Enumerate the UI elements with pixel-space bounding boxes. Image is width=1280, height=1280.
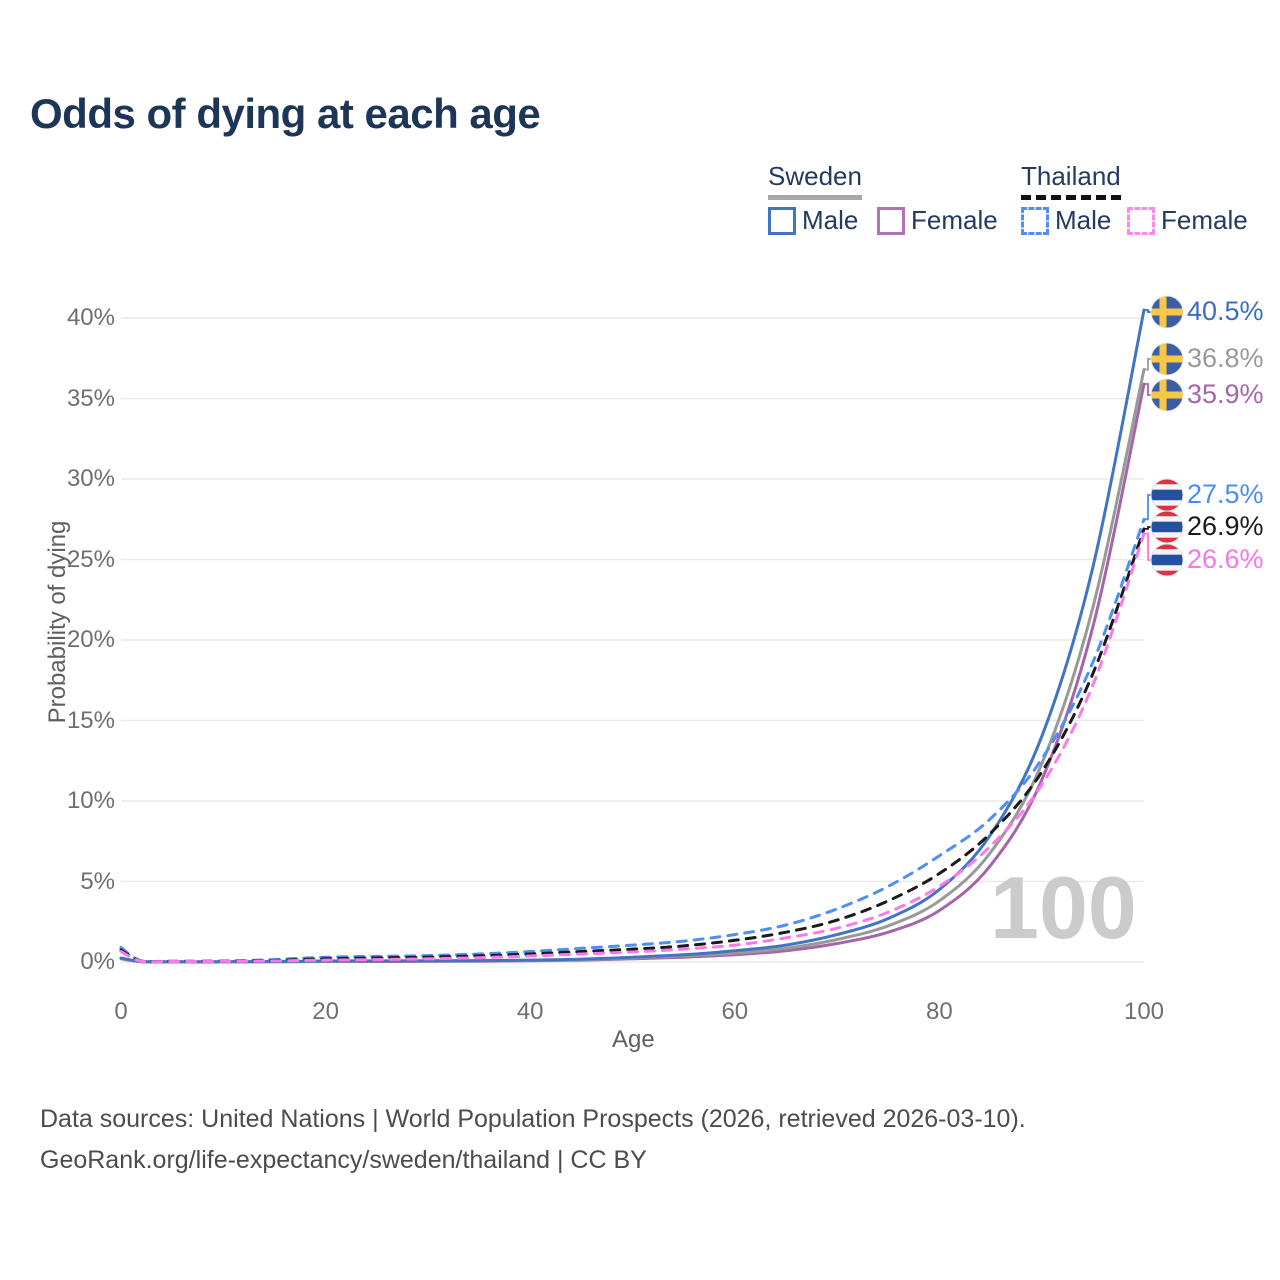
thailand-flag-icon bbox=[1150, 478, 1184, 512]
end-value-label: 26.6% bbox=[1187, 544, 1264, 575]
x-tick-label: 20 bbox=[312, 998, 339, 1025]
legend-group-sweden[interactable]: Sweden bbox=[768, 161, 862, 200]
y-tick-label: 35% bbox=[66, 384, 115, 412]
y-tick-label: 5% bbox=[80, 867, 115, 895]
thailand-flag-icon bbox=[1150, 510, 1184, 544]
sweden-male-swatch-icon bbox=[768, 206, 796, 235]
y-tick-label: 0% bbox=[80, 948, 115, 975]
thailand-flag-icon bbox=[1150, 543, 1184, 577]
legend-item-sweden-female[interactable]: Female bbox=[877, 205, 998, 236]
end-value-text: 40.5% bbox=[1187, 296, 1264, 326]
y-tick-label: 20% bbox=[66, 626, 115, 653]
y-axis-title: Probability of dying bbox=[44, 520, 71, 724]
x-tick-label: 60 bbox=[721, 998, 749, 1025]
leader-lines bbox=[1144, 309, 1151, 561]
end-value-text: 36.8% bbox=[1187, 343, 1264, 373]
x-axis-title: Age bbox=[612, 1026, 655, 1053]
x-tick-label: 100 bbox=[1123, 998, 1165, 1025]
data-sources-text: Data sources: United Nations | World Pop… bbox=[40, 1105, 1026, 1133]
page-title: Odds of dying at each age bbox=[30, 90, 541, 137]
end-value-label: 26.9% bbox=[1187, 511, 1264, 542]
legend-item-thailand-male[interactable]: Male bbox=[1021, 205, 1111, 236]
y-tick-label: 25% bbox=[66, 545, 115, 573]
end-value-label: 40.5% bbox=[1187, 296, 1264, 327]
thailand-female-swatch-icon bbox=[1127, 206, 1155, 235]
thailand-male-swatch-icon bbox=[1021, 206, 1049, 235]
age-watermark: 100 bbox=[990, 858, 1137, 957]
attribution-link-text[interactable]: GeoRank.org/life-expectancy/sweden/thail… bbox=[40, 1146, 647, 1174]
x-tick-label: 40 bbox=[516, 998, 544, 1025]
y-tick-label: 40% bbox=[66, 304, 115, 331]
legend-group-thailand[interactable]: Thailand bbox=[1021, 161, 1121, 200]
end-value-label: 35.9% bbox=[1187, 379, 1264, 410]
y-tick-label: 10% bbox=[66, 787, 115, 814]
end-value-text: 27.5% bbox=[1187, 479, 1264, 509]
legend-item-label: Male bbox=[802, 205, 859, 235]
y-tick-label: 15% bbox=[66, 706, 115, 734]
sweden-flag-icon bbox=[1150, 378, 1184, 412]
end-value-label: 36.8% bbox=[1187, 343, 1264, 374]
end-value-label: 27.5% bbox=[1187, 479, 1264, 510]
legend-item-sweden-male[interactable]: Male bbox=[768, 205, 858, 236]
legend-item-label: Male bbox=[1055, 205, 1112, 235]
flag-icons bbox=[1150, 295, 1184, 577]
sweden-flag-icon bbox=[1150, 295, 1184, 329]
end-value-text: 35.9% bbox=[1187, 379, 1264, 409]
sweden-flag-icon bbox=[1150, 342, 1184, 376]
x-tick-label: 0 bbox=[114, 998, 128, 1025]
y-tick-label: 30% bbox=[66, 465, 115, 492]
x-tick-label: 80 bbox=[926, 998, 953, 1025]
legend-item-label: Female bbox=[911, 205, 998, 235]
legend-item-label: Female bbox=[1161, 205, 1248, 235]
sweden-female-swatch-icon bbox=[877, 206, 905, 235]
end-value-text: 26.6% bbox=[1187, 544, 1264, 574]
legend-item-thailand-female[interactable]: Female bbox=[1127, 205, 1248, 236]
end-value-text: 26.9% bbox=[1187, 511, 1264, 541]
